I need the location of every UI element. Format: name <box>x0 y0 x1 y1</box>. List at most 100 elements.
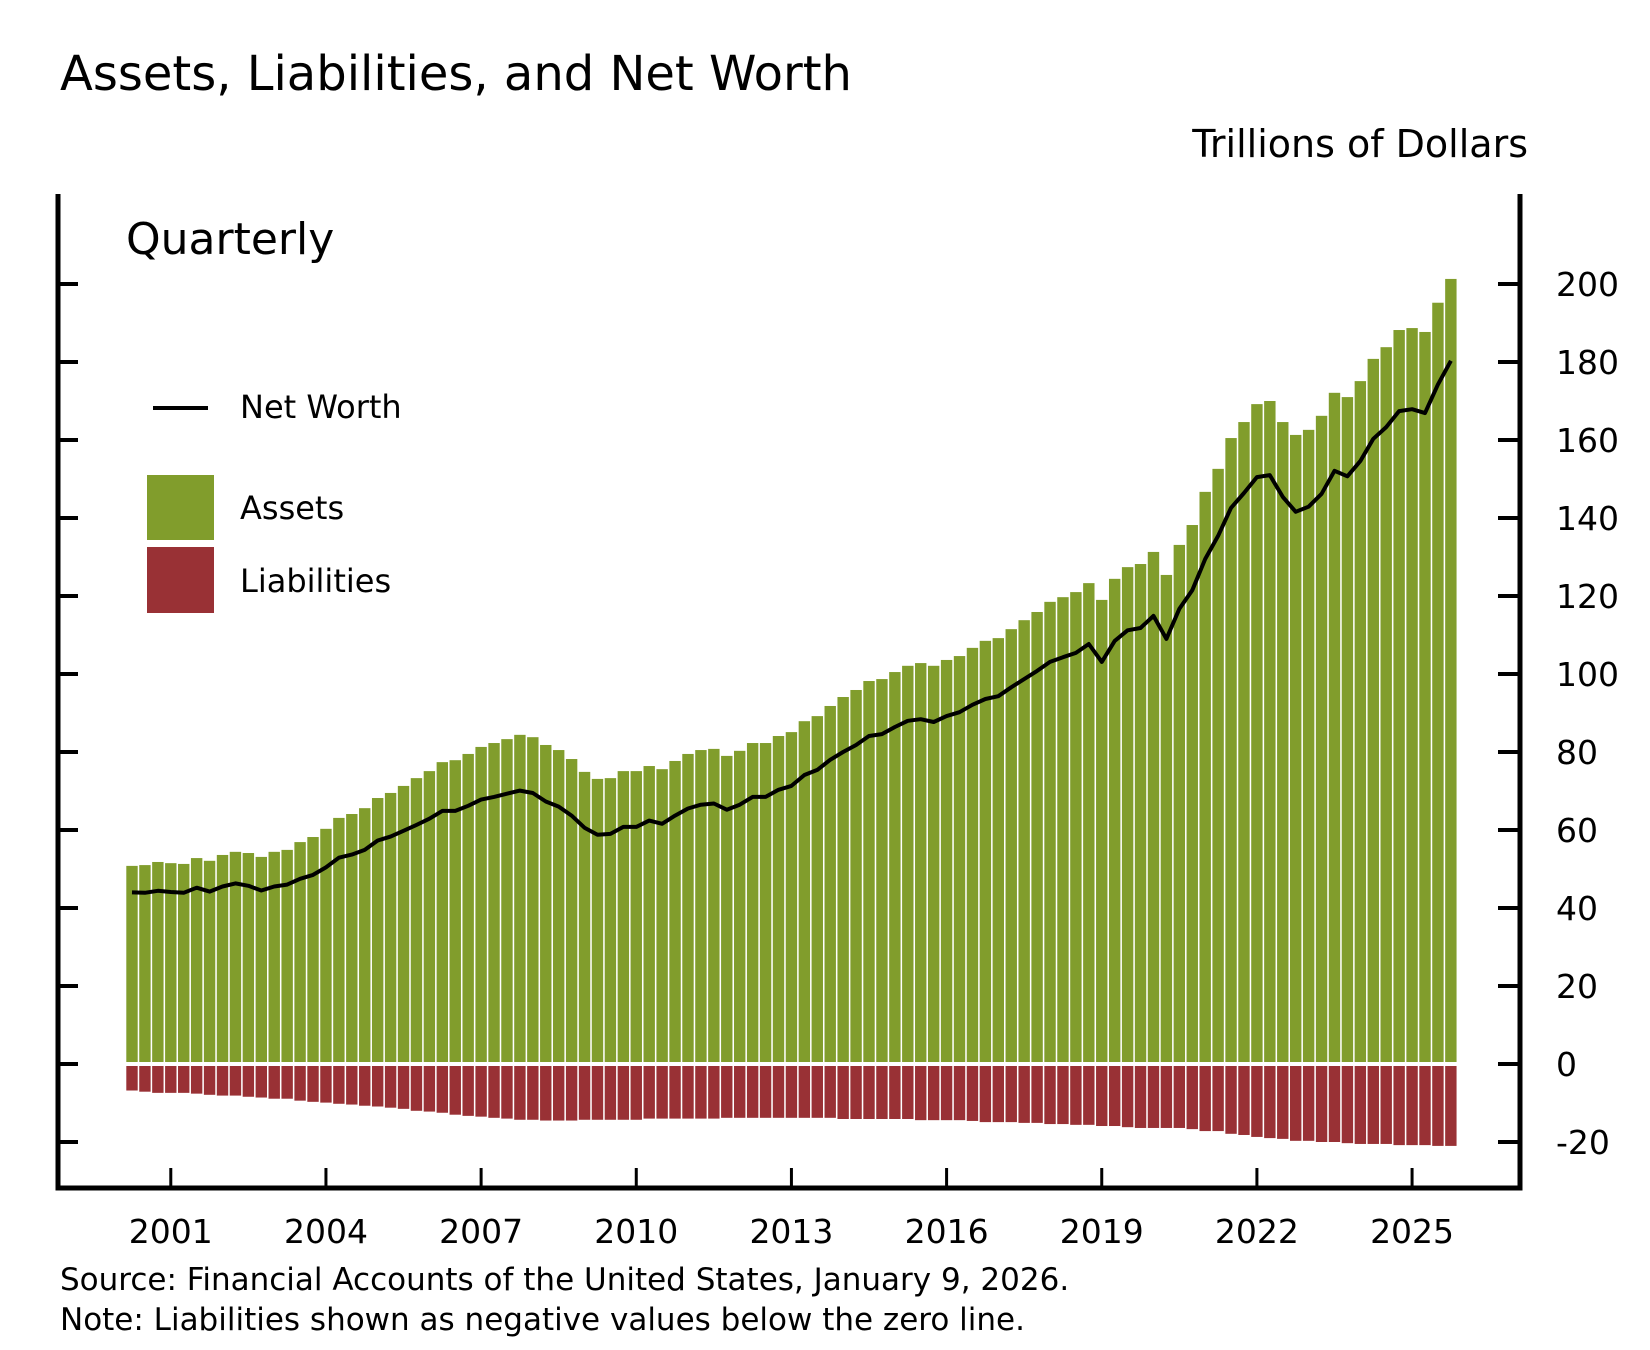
asset-bar <box>772 736 785 1062</box>
asset-bar <box>320 828 332 1062</box>
liability-bar <box>798 1066 811 1118</box>
liability-bar <box>1044 1066 1056 1125</box>
asset-bar <box>126 865 138 1062</box>
liability-bar <box>1238 1066 1250 1135</box>
liability-bar <box>1018 1066 1030 1123</box>
y-tick-label: 200 <box>1556 265 1619 304</box>
x-tick-label: 2016 <box>905 1212 989 1251</box>
asset-bar <box>410 778 423 1062</box>
asset-bar <box>979 640 992 1062</box>
asset-bar <box>359 808 371 1062</box>
y-tick-label: 120 <box>1556 577 1619 616</box>
liability-bar <box>630 1066 642 1120</box>
liability-bar <box>992 1066 1005 1123</box>
asset-bar <box>1341 397 1354 1063</box>
asset-bar <box>384 792 397 1062</box>
asset-bar <box>902 665 914 1062</box>
x-tick-label: 2004 <box>284 1212 368 1251</box>
liability-bar <box>604 1066 617 1120</box>
asset-bar <box>1173 544 1186 1062</box>
liability-bar <box>1380 1066 1392 1144</box>
y-tick-label: 80 <box>1556 733 1598 772</box>
asset-bar <box>449 760 461 1062</box>
y-tick-label: 60 <box>1556 811 1598 850</box>
asset-bar <box>1044 601 1056 1062</box>
asset-bar <box>746 743 759 1062</box>
liability-bar <box>966 1066 979 1121</box>
asset-bar <box>682 753 694 1062</box>
asset-bar <box>695 750 707 1062</box>
liability-bar <box>940 1066 953 1121</box>
asset-bar <box>889 672 901 1062</box>
asset-bar <box>540 744 552 1062</box>
liability-bar <box>759 1066 772 1118</box>
asset-bar <box>1108 578 1121 1062</box>
liability-bar <box>1367 1066 1379 1144</box>
liability-bar <box>397 1066 410 1109</box>
net-worth-line-group <box>131 359 1453 895</box>
asset-bar <box>514 734 526 1062</box>
legend-label-assets: Assets <box>240 489 345 527</box>
asset-bar <box>333 817 345 1062</box>
liability-bar <box>1134 1066 1147 1128</box>
asset-bar <box>927 665 940 1062</box>
net-worth-line <box>131 359 1453 895</box>
liability-bar <box>216 1066 229 1096</box>
liability-bar <box>1031 1066 1043 1123</box>
asset-bar <box>1445 278 1457 1062</box>
asset-bar <box>850 689 862 1062</box>
asset-bar <box>475 746 487 1062</box>
asset-bar <box>1121 567 1134 1062</box>
liability-bar <box>1406 1066 1418 1146</box>
y-tick-label: 0 <box>1556 1045 1577 1084</box>
liability-bar <box>746 1066 759 1118</box>
asset-bar <box>811 716 823 1062</box>
liability-bar <box>721 1066 733 1118</box>
asset-bar <box>1212 468 1224 1062</box>
asset-bar <box>1406 328 1418 1062</box>
asset-bar <box>1328 392 1341 1062</box>
x-tick-label: 2022 <box>1215 1212 1299 1251</box>
asset-bar <box>1096 599 1108 1062</box>
liability-bar <box>565 1066 578 1121</box>
asset-bar <box>423 771 436 1062</box>
asset-bar <box>1238 422 1250 1062</box>
asset-bar <box>255 856 267 1062</box>
liability-bar <box>591 1066 604 1120</box>
liability-bar <box>449 1066 461 1115</box>
liability-bar <box>320 1066 332 1103</box>
liability-bar <box>682 1066 694 1119</box>
legend-label-net-worth: Net Worth <box>240 388 402 426</box>
liability-bar <box>1121 1066 1134 1128</box>
asset-bar <box>1432 302 1444 1063</box>
asset-bar <box>940 659 953 1062</box>
liability-bar <box>578 1066 591 1120</box>
asset-bar <box>1251 404 1263 1062</box>
asset-bar <box>1031 611 1043 1062</box>
asset-bar <box>1199 491 1211 1062</box>
x-tick-label: 2001 <box>129 1212 213 1251</box>
asset-bar <box>798 721 811 1062</box>
liability-bar <box>139 1066 151 1092</box>
liability-bar <box>488 1066 500 1118</box>
x-tick-label: 2025 <box>1370 1212 1454 1251</box>
liability-bar <box>165 1066 177 1093</box>
liability-bar <box>190 1066 203 1094</box>
asset-bar <box>436 762 449 1062</box>
asset-bar <box>953 656 966 1062</box>
asset-bar <box>1134 564 1147 1062</box>
liability-bar <box>371 1066 384 1107</box>
liability-bar <box>1341 1066 1354 1144</box>
y-tick-label: 160 <box>1556 421 1619 460</box>
liability-bar <box>1290 1066 1302 1141</box>
asset-bar <box>488 743 500 1062</box>
liability-bar <box>876 1066 888 1119</box>
liability-bar <box>772 1066 785 1118</box>
liability-bar <box>837 1066 849 1119</box>
asset-bar <box>643 766 655 1062</box>
liability-bar <box>359 1066 371 1106</box>
asset-bar <box>178 863 190 1062</box>
liability-bar <box>1199 1066 1211 1132</box>
